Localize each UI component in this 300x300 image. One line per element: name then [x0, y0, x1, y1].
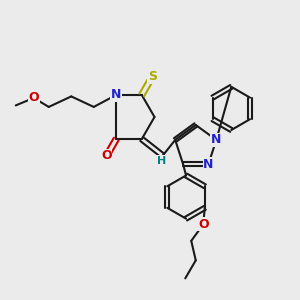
- Text: H: H: [157, 156, 166, 166]
- Text: O: O: [28, 92, 39, 104]
- Text: O: O: [101, 149, 112, 163]
- Text: S: S: [148, 70, 157, 83]
- Text: O: O: [198, 218, 208, 231]
- Text: N: N: [203, 158, 214, 171]
- Text: N: N: [211, 134, 221, 146]
- Text: N: N: [111, 88, 122, 101]
